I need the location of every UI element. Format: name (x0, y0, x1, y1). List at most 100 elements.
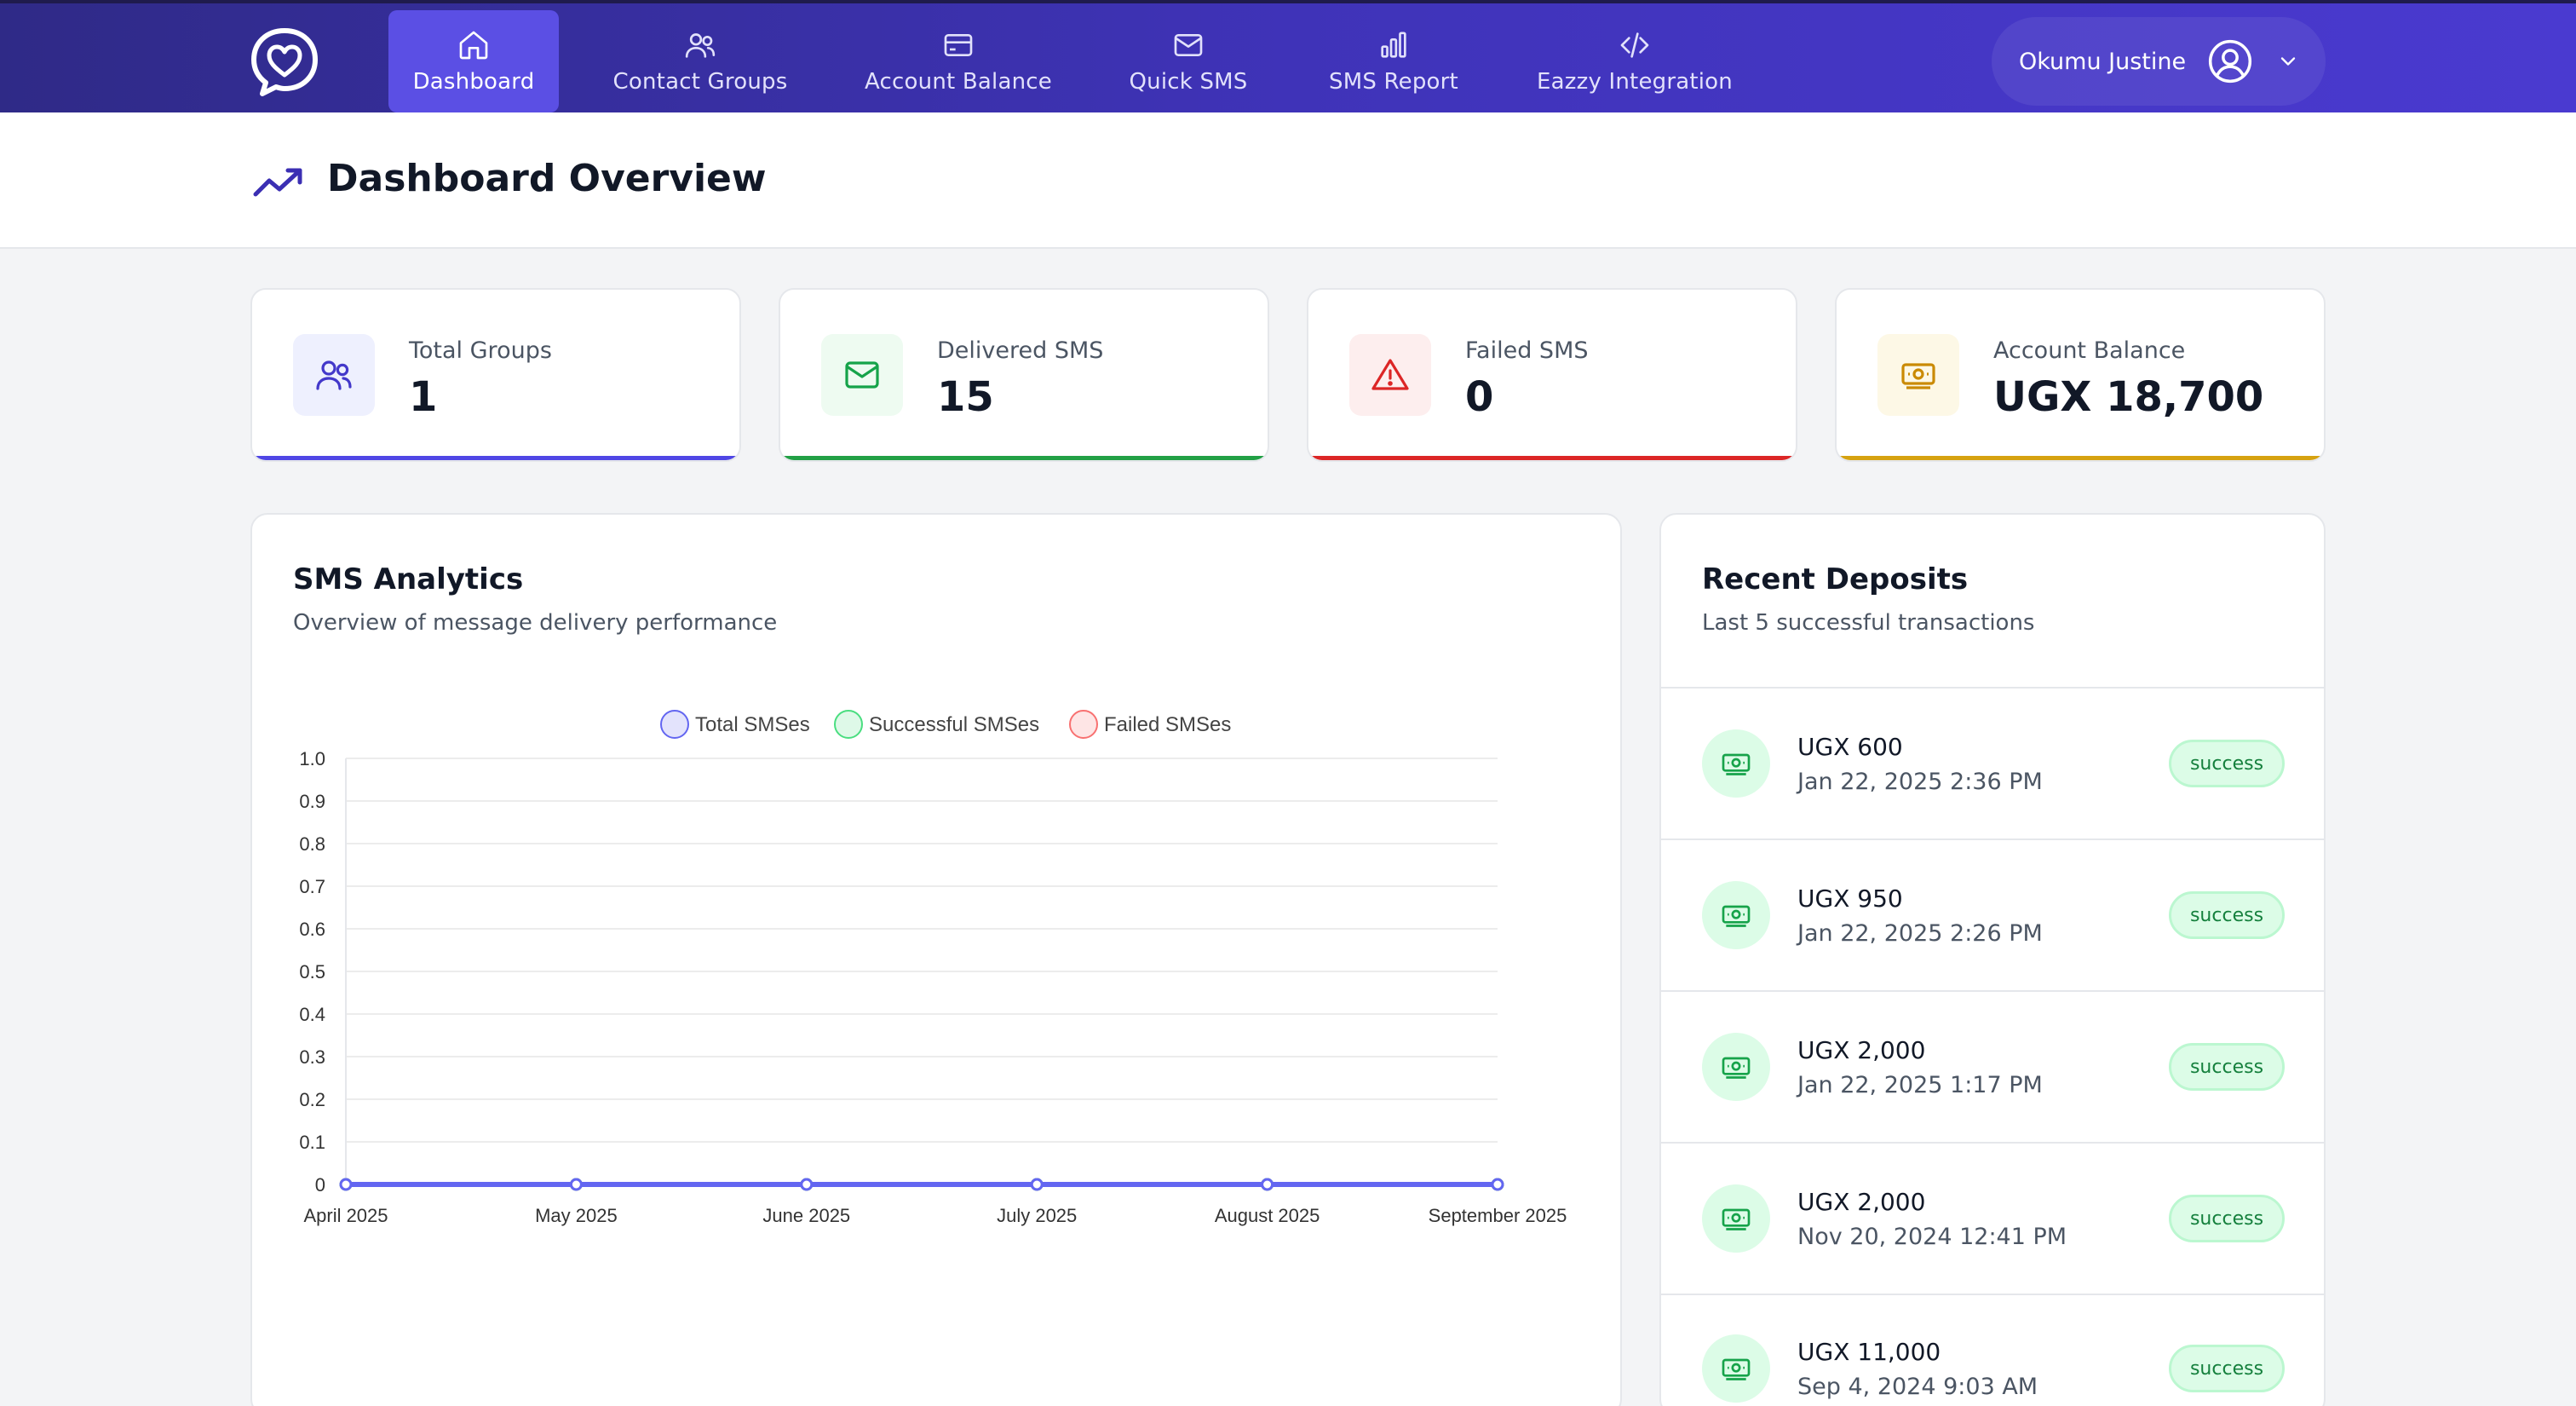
deposit-date: Jan 22, 2025 2:26 PM (1797, 920, 2043, 947)
banknote-icon (1722, 905, 1751, 927)
stat-card-total-groups: Total Groups 1 (250, 288, 741, 462)
banknote-icon (1722, 1358, 1751, 1380)
deposit-amount: UGX 950 (1797, 885, 1903, 913)
deposit-icon-wrap (1702, 1184, 1770, 1253)
deposit-amount: UGX 600 (1797, 733, 1903, 761)
nav-dashboard-label: Dashboard (412, 69, 535, 95)
legend-label: Failed SMSes (1104, 713, 1231, 736)
x-tick-label: July 2025 (997, 1205, 1077, 1226)
x-tick-label: May 2025 (535, 1205, 618, 1226)
x-tick-label: April 2025 (303, 1205, 388, 1226)
status-badge: success (2169, 1195, 2285, 1242)
y-tick-label: 0.2 (299, 1089, 325, 1110)
user-name: Okumu Justine (2019, 48, 2187, 75)
y-tick-label: 0.3 (299, 1046, 325, 1068)
nav-quick-sms[interactable]: Quick SMS (1116, 10, 1261, 112)
analytics-title: SMS Analytics (293, 562, 524, 596)
alert-triangle-icon (1371, 359, 1409, 390)
nav-contact-groups-label: Contact Groups (612, 69, 788, 95)
deposit-row[interactable]: UGX 600 Jan 22, 2025 2:36 PM success (1661, 687, 2324, 838)
stat-accent-bar (1308, 456, 1796, 460)
analytics-subtitle: Overview of message delivery performance (293, 610, 778, 636)
nav-quick-sms-label: Quick SMS (1129, 69, 1248, 95)
recent-deposits-panel: Recent Deposits Last 5 successful transa… (1659, 513, 2326, 1406)
nav-eazzy-integration[interactable]: Eazzy Integration (1525, 10, 1745, 112)
y-tick-label: 0.7 (299, 876, 325, 897)
data-point (339, 1178, 353, 1191)
user-menu[interactable]: Okumu Justine (1992, 17, 2326, 106)
status-badge: success (2169, 891, 2285, 939)
y-tick-label: 0.8 (299, 833, 325, 855)
stat-card-delivered-sms: Delivered SMS 15 (779, 288, 1269, 462)
trending-up-icon (253, 168, 302, 197)
x-tick-label: June 2025 (762, 1205, 850, 1226)
status-badge: success (2169, 1043, 2285, 1091)
x-tick-label: September 2025 (1429, 1205, 1567, 1226)
stat-label: Failed SMS (1465, 337, 1589, 364)
deposit-icon-wrap (1702, 1033, 1770, 1101)
users-icon (316, 360, 352, 390)
nav-account-balance[interactable]: Account Balance (852, 10, 1065, 112)
x-tick-label: August 2025 (1215, 1205, 1320, 1226)
deposit-date: Nov 20, 2024 12:41 PM (1797, 1224, 2067, 1250)
deposit-amount: UGX 11,000 (1797, 1338, 1941, 1366)
page-header: Dashboard Overview (0, 112, 2576, 249)
y-tick-label: 0.9 (299, 791, 325, 812)
deposit-date: Jan 22, 2025 2:36 PM (1797, 769, 2043, 795)
y-tick-label: 0 (315, 1174, 325, 1196)
nav-sms-report-label: SMS Report (1329, 69, 1458, 95)
users-icon (685, 33, 716, 58)
stat-icon-box (1349, 334, 1431, 416)
nav-eazzy-integration-label: Eazzy Integration (1537, 69, 1733, 95)
deposit-row[interactable]: UGX 950 Jan 22, 2025 2:26 PM success (1661, 838, 2324, 990)
stat-accent-bar (1837, 456, 2324, 460)
stat-accent-bar (780, 456, 1268, 460)
status-badge: success (2169, 1345, 2285, 1392)
app-logo-icon[interactable] (249, 26, 320, 97)
stat-value: 15 (937, 373, 994, 421)
stat-value: 0 (1465, 373, 1494, 421)
banknote-icon (1722, 1208, 1751, 1230)
stat-card-failed-sms: Failed SMS 0 (1307, 288, 1797, 462)
user-avatar-icon (2209, 39, 2252, 84)
stat-label: Total Groups (409, 337, 552, 364)
data-point (1491, 1178, 1504, 1191)
deposit-amount: UGX 2,000 (1797, 1188, 1926, 1216)
stat-label: Account Balance (1993, 337, 2186, 364)
deposit-row[interactable]: UGX 2,000 Jan 22, 2025 1:17 PM success (1661, 990, 2324, 1142)
legend-label: Successful SMSes (869, 713, 1039, 736)
legend-label: Total SMSes (695, 713, 810, 736)
top-navbar: Dashboard Contact Groups Account Balance… (0, 0, 2576, 112)
deposit-date: Sep 4, 2024 9:03 AM (1797, 1374, 2038, 1400)
deposit-icon-wrap (1702, 881, 1770, 949)
chevron-down-icon (2280, 57, 2296, 66)
page-title: Dashboard Overview (327, 157, 767, 200)
deposit-row[interactable]: UGX 11,000 Sep 4, 2024 9:03 AM success (1661, 1294, 2324, 1406)
banknote-icon (1722, 753, 1751, 775)
nav-dashboard[interactable]: Dashboard (388, 10, 559, 112)
legend-marker (834, 710, 863, 739)
stat-icon-box (821, 334, 903, 416)
y-tick-label: 1.0 (299, 748, 325, 769)
data-point (569, 1178, 583, 1191)
y-tick-label: 0.4 (299, 1004, 325, 1025)
y-tick-label: 0.5 (299, 961, 325, 982)
data-point (1030, 1178, 1044, 1191)
deposit-row[interactable]: UGX 2,000 Nov 20, 2024 12:41 PM success (1661, 1142, 2324, 1294)
stat-label: Delivered SMS (937, 337, 1104, 364)
sms-analytics-chart: 0 0.1 0.2 0.3 0.4 0.5 0.6 0.7 0.8 0.9 1.0 April 202… (299, 710, 1567, 1226)
deposits-title: Recent Deposits (1702, 562, 1969, 596)
nav-contact-groups[interactable]: Contact Groups (600, 10, 801, 112)
mail-icon (1174, 34, 1203, 56)
stat-accent-bar (252, 456, 739, 460)
nav-sms-report[interactable]: SMS Report (1312, 10, 1475, 112)
stat-card-account-balance: Account Balance UGX 18,700 (1835, 288, 2326, 462)
nav-account-balance-label: Account Balance (865, 69, 1052, 95)
deposits-subtitle: Last 5 successful transactions (1702, 610, 2035, 636)
legend-marker (660, 710, 689, 739)
y-tick-label: 0.1 (299, 1132, 325, 1153)
stat-value: UGX 18,700 (1993, 373, 2264, 421)
legend-marker (1069, 710, 1098, 739)
data-point (800, 1178, 814, 1191)
code-icon (1620, 32, 1649, 58)
